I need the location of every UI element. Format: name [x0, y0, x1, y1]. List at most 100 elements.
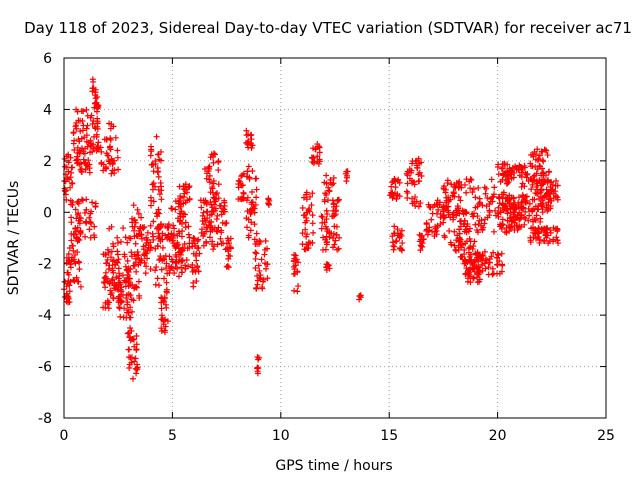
- data-point: [154, 209, 161, 216]
- data-point: [162, 223, 169, 230]
- data-point: [295, 283, 302, 290]
- data-point: [190, 237, 197, 244]
- data-point: [308, 202, 315, 209]
- data-point: [545, 196, 552, 203]
- data-point: [299, 205, 306, 212]
- data-point: [83, 220, 90, 227]
- y-tick-label: 2: [43, 154, 52, 170]
- data-point: [194, 264, 201, 271]
- data-point: [215, 181, 222, 188]
- data-point: [109, 161, 116, 168]
- data-point: [112, 285, 119, 292]
- data-point: [251, 209, 258, 216]
- data-point: [68, 237, 75, 244]
- data-point: [465, 228, 472, 235]
- data-point: [486, 212, 493, 219]
- data-point: [545, 169, 552, 176]
- data-point: [210, 159, 217, 166]
- data-point: [518, 212, 525, 219]
- data-point: [189, 268, 196, 275]
- data-point: [252, 255, 259, 262]
- y-tick-label: -4: [38, 308, 52, 324]
- data-point: [138, 214, 145, 221]
- data-point: [482, 190, 489, 197]
- data-point: [102, 284, 109, 291]
- data-point: [463, 189, 470, 196]
- data-point: [130, 375, 137, 382]
- data-point: [128, 308, 135, 315]
- data-point: [510, 174, 517, 181]
- data-point: [206, 172, 213, 179]
- data-point: [104, 246, 111, 253]
- data-point: [190, 279, 197, 286]
- data-point: [153, 264, 160, 271]
- data-point: [83, 138, 90, 145]
- data-point: [462, 226, 469, 233]
- data-point: [76, 266, 83, 273]
- data-point: [75, 198, 82, 205]
- data-point: [201, 221, 208, 228]
- data-point: [73, 234, 80, 241]
- data-point: [102, 251, 109, 258]
- data-point: [484, 194, 491, 201]
- data-point: [155, 173, 162, 180]
- data-point: [129, 219, 136, 226]
- data-point: [121, 251, 128, 258]
- data-point: [417, 247, 424, 254]
- data-point: [105, 152, 112, 159]
- data-point: [534, 234, 541, 241]
- data-point: [322, 246, 329, 253]
- data-point: [112, 134, 119, 141]
- data-point: [73, 215, 80, 222]
- data-point: [419, 240, 426, 247]
- data-point: [119, 272, 126, 279]
- data-point: [143, 250, 150, 257]
- data-point: [496, 270, 503, 277]
- data-point: [463, 238, 470, 245]
- data-point: [245, 138, 252, 145]
- data-point: [488, 176, 495, 183]
- data-point: [208, 225, 215, 232]
- data-point: [536, 152, 543, 159]
- data-point: [433, 227, 440, 234]
- data-point: [200, 232, 207, 239]
- data-point: [465, 267, 472, 274]
- data-point: [316, 144, 323, 151]
- data-point: [163, 286, 170, 293]
- data-point: [207, 154, 214, 161]
- data-point: [210, 246, 217, 253]
- data-point: [330, 213, 337, 220]
- data-point: [175, 228, 182, 235]
- data-point: [472, 194, 479, 201]
- data-point: [511, 227, 518, 234]
- data-point: [108, 170, 115, 177]
- data-point: [78, 169, 85, 176]
- data-point: [136, 295, 143, 302]
- data-point: [177, 251, 184, 258]
- data-point: [398, 227, 405, 234]
- data-point: [127, 282, 134, 289]
- data-point: [461, 181, 468, 188]
- data-point: [309, 212, 316, 219]
- data-point: [212, 191, 219, 198]
- data-point: [186, 196, 193, 203]
- data-point: [166, 263, 173, 270]
- data-point: [413, 198, 420, 205]
- data-point: [441, 232, 448, 239]
- data-point: [118, 284, 125, 291]
- data-point: [539, 206, 546, 213]
- data-point: [470, 274, 477, 281]
- data-point: [307, 193, 314, 200]
- data-point: [175, 245, 182, 252]
- data-point: [158, 266, 165, 273]
- data-point: [531, 216, 538, 223]
- data-point: [446, 227, 453, 234]
- data-point: [131, 262, 138, 269]
- data-point: [259, 284, 266, 291]
- data-point: [264, 275, 271, 282]
- data-point: [72, 260, 79, 267]
- data-point: [327, 176, 334, 183]
- data-point: [552, 188, 559, 195]
- data-point: [109, 240, 116, 247]
- data-point: [95, 139, 102, 146]
